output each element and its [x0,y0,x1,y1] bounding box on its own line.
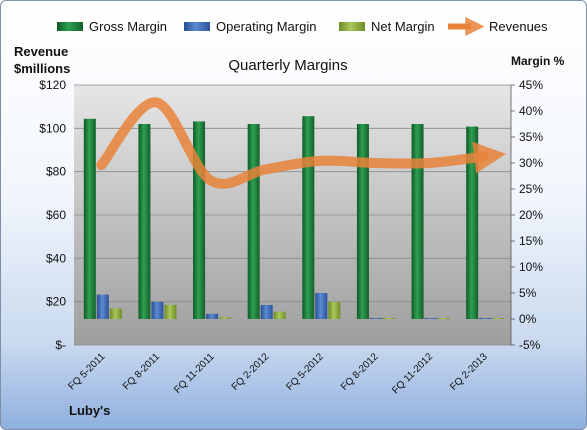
category-label: FQ 11-2012 [390,351,435,396]
gross-margin-bar [247,124,260,319]
legend-label-net-margin: Net Margin [371,19,435,34]
right-tick-label: 30% [519,156,543,170]
gross-margin-bar [356,124,369,319]
chart-title: Quarterly Margins [228,57,347,74]
revenue-line [96,97,506,189]
gross-margin-bar [302,116,315,319]
left-tick-label: $100 [39,121,66,135]
right-tick-label: 40% [519,104,543,118]
net-margin-bar [273,311,286,319]
category-label: FQ 5-2011 [66,351,107,392]
net-margin-bar [164,304,177,319]
legend-label-operating-margin: Operating Margin [216,19,316,34]
left-tick-label: $40 [46,251,66,265]
operating-margin-bar [315,293,328,319]
right-tick-label: 0% [519,312,537,326]
category-label: FQ 11-2011 [172,351,217,396]
left-axis-ticks: $- $20 $40 $60 $80 $100 $120 [39,78,66,352]
net-margin-bar [109,308,122,319]
left-axis-title-line1: Revenue [14,44,68,59]
right-tick-label: -5% [519,338,541,352]
net-margin-bar [492,317,505,319]
right-tick-label: 25% [519,182,543,196]
category-label: FQ 2-2013 [448,351,490,393]
revenue-line-group [96,97,506,189]
category-label: FQ 2-2012 [230,351,272,393]
left-tick-label: $- [55,338,66,352]
gross-margin-bar [466,126,479,319]
legend-label-revenues: Revenues [489,19,548,34]
legend: Gross Margin Operating Margin Net Margin… [57,16,548,37]
category-labels: FQ 5-2011 FQ 8-2011 FQ 11-2011 FQ 2-2012 FQ … [66,351,490,396]
right-tick-label: 35% [519,130,543,144]
right-axis-title: Margin % [511,54,565,68]
net-margin-bar [328,301,341,319]
right-axis-ticks: -5% 0% 5% 10% 15% 20% 25% 30% 35% 40% 45% [510,78,543,352]
operating-margin-bar [424,317,437,319]
left-tick-label: $20 [46,295,66,309]
legend-label-gross-margin: Gross Margin [89,19,167,34]
gross-margin-bar [138,124,151,319]
gross-margin-bar [83,118,96,319]
gross-margin-bar [411,124,424,319]
legend-swatch-gross-margin [57,22,83,31]
left-tick-label: $80 [46,165,66,179]
net-margin-bar [382,317,395,319]
operating-margin-bar [260,304,273,319]
legend-swatch-net-margin [339,22,365,31]
category-label: FQ 5-2012 [284,351,326,393]
net-margin-bar [437,317,450,319]
legend-swatch-operating-margin [184,22,210,31]
left-axis-title-line2: $millions [14,61,70,76]
category-label: FQ 8-2012 [339,351,381,393]
operating-margin-bar [151,301,164,319]
category-label: FQ 8-2011 [121,351,162,392]
operating-margin-bar [96,294,109,319]
left-tick-label: $120 [39,78,66,92]
right-tick-label: 5% [519,286,537,300]
right-tick-label: 45% [519,78,543,92]
operating-margin-bar [479,317,492,319]
left-tick-label: $60 [46,208,66,222]
right-tick-label: 20% [519,208,543,222]
right-tick-label: 10% [519,260,543,274]
source-label: Luby's [69,403,110,418]
operating-margin-bar [369,317,382,319]
operating-margin-bar [206,313,219,319]
net-margin-bar [219,317,232,319]
right-tick-label: 15% [519,234,543,248]
